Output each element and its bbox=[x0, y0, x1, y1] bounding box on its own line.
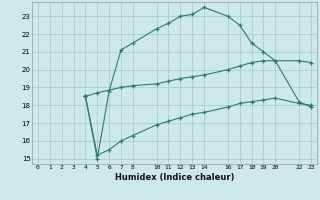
X-axis label: Humidex (Indice chaleur): Humidex (Indice chaleur) bbox=[115, 173, 234, 182]
